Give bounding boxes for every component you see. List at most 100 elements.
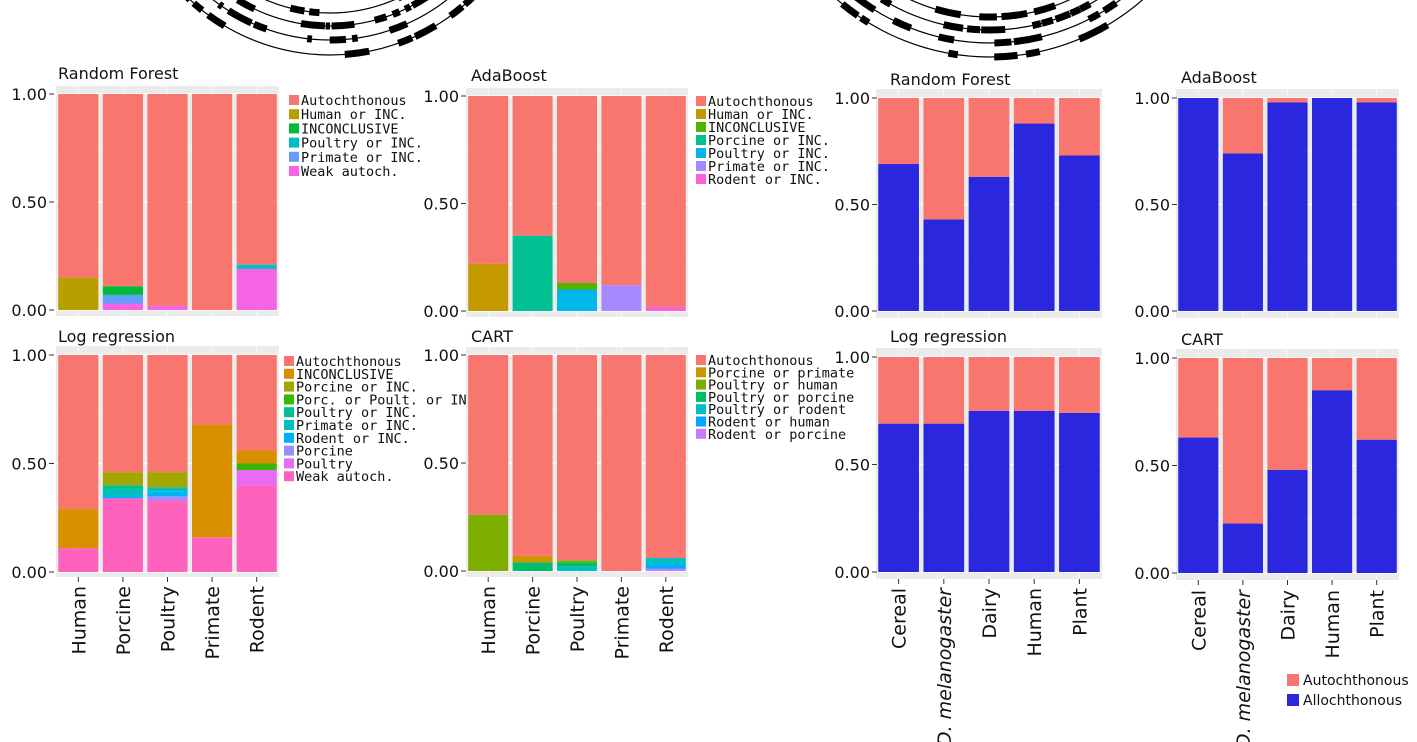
- legend-swatch: [289, 123, 299, 134]
- bar-segment-human-autochthonous: [1013, 98, 1055, 124]
- bar-segment-dmelanogaster-allochthonous: [1222, 153, 1263, 311]
- panel-title: AdaBoost: [471, 66, 547, 85]
- x-tick-label: Cereal: [889, 588, 911, 649]
- ring-segment: [252, 20, 268, 33]
- x-tick-label: Porcine: [113, 586, 135, 655]
- ring-segment: [859, 14, 871, 26]
- bar-segment-porcine-rodentorinc: [102, 496, 143, 499]
- bar-segment-plant-autochthonous: [1059, 357, 1100, 413]
- legend-swatch: [696, 161, 706, 171]
- ring-segment: [840, 1, 860, 19]
- y-tick-label: 1.00: [11, 85, 47, 104]
- bar-segment-poultry-porcineorinc: [147, 472, 188, 488]
- ring-outline: [264, 0, 396, 14]
- ring-segment: [351, 34, 359, 43]
- panel-title: Random Forest: [58, 64, 178, 83]
- x-tick-label: D. melanogaster: [934, 587, 956, 742]
- ring-segment: [226, 7, 253, 27]
- bar-segment-dairy-autochthonous: [968, 98, 1010, 177]
- ring-segment: [1054, 10, 1072, 23]
- ring-segment: [191, 0, 205, 13]
- legend-swatch: [696, 391, 706, 402]
- bar-segment-primate-autochthonous: [601, 355, 642, 571]
- ring-segment: [413, 22, 438, 40]
- y-tick-label: 1.00: [423, 346, 459, 365]
- ring-segment: [403, 3, 413, 13]
- legend-swatch: [696, 109, 706, 119]
- ring-segment: [1040, 16, 1054, 27]
- ring-segment: [373, 13, 388, 24]
- x-tick-label: Poultry: [567, 586, 589, 652]
- legend-label: Autochthonous: [708, 94, 814, 110]
- y-tick-label: 1.00: [11, 346, 47, 365]
- y-tick-label: 0.50: [11, 193, 47, 212]
- bar-segment-human-weakautoch: [58, 548, 99, 572]
- legend-label: Human or INC.: [301, 107, 407, 123]
- ring-segment: [994, 51, 1018, 61]
- bar-segment-rodent-poultryorrodent: [645, 558, 686, 565]
- y-tick-label: 0.50: [11, 455, 47, 474]
- legend-label: Autochthonous: [1303, 673, 1409, 689]
- bar-segment-cereal-allochthonous: [878, 164, 919, 311]
- ring-segment: [1001, 9, 1028, 21]
- bar-segment-poultry-poultryorrodent: [557, 566, 597, 571]
- bar-segment-cereal-allochthonous: [878, 423, 919, 572]
- y-tick-label: 1.00: [1134, 349, 1170, 368]
- legend-label: Primate or INC.: [708, 159, 830, 175]
- y-tick-label: 0.00: [11, 301, 47, 320]
- ring-segment: [947, 49, 959, 59]
- ring-segment: [329, 35, 347, 44]
- legend-swatch: [1287, 674, 1299, 686]
- bar-segment-dmelanogaster-autochthonous: [923, 98, 965, 220]
- bar-segment-cereal-allochthonous: [1178, 437, 1219, 573]
- ring-segment: [1087, 10, 1102, 23]
- bar-segment-poultry-weakautoch: [147, 500, 188, 572]
- bar-segment-primate-primateorinc: [601, 285, 642, 311]
- bar-segment-cereal-autochthonous: [878, 357, 919, 424]
- legend-swatch: [696, 135, 706, 145]
- bar-segment-cereal-autochthonous: [1178, 358, 1219, 438]
- bar-segment-human-allochthonous: [1312, 98, 1353, 311]
- x-tick-label: Human: [68, 586, 90, 655]
- bar-segment-poultry-porcine: [147, 496, 188, 501]
- y-tick-label: 0.00: [834, 563, 870, 582]
- legend-label: Allochthonous: [1303, 693, 1402, 709]
- bar-segment-porcine-autochthonous: [102, 355, 143, 473]
- x-tick-label: Dairy: [979, 588, 1001, 639]
- bar-segment-dmelanogaster-allochthonous: [923, 423, 965, 572]
- bar-segment-rodent-rodentorinc: [645, 306, 686, 311]
- legend-label: Autochthonous: [301, 93, 407, 109]
- bar-segment-dairy-autochthonous: [1267, 358, 1308, 470]
- legend-swatch: [289, 166, 299, 176]
- bar-segment-dairy-autochthonous: [1267, 98, 1308, 103]
- bar-segment-poultry-autochthonous: [557, 96, 597, 284]
- y-tick-label: 1.00: [423, 87, 459, 106]
- legend-label: Rodent or INC.: [708, 172, 822, 188]
- x-tick-label: Dairy: [1278, 590, 1300, 641]
- legend-swatch: [289, 137, 299, 148]
- y-tick-label: 0.00: [1134, 564, 1170, 583]
- legend-swatch: [284, 381, 294, 392]
- bar-segment-rodent-weakautoch: [236, 268, 277, 310]
- ring-segment: [206, 12, 227, 29]
- panel-title: Random Forest: [890, 70, 1010, 89]
- legend-label: Weak autoch.: [296, 469, 394, 485]
- legend-swatch: [284, 420, 294, 430]
- bar-segment-rodent-weakautoch: [236, 485, 277, 572]
- legend-swatch: [284, 471, 294, 482]
- legend-label: Autochthonous: [708, 353, 814, 369]
- y-tick-label: 0.50: [423, 195, 459, 214]
- circular-plot-fragments: [185, 0, 1144, 61]
- ring-segment: [217, 1, 225, 10]
- bar-segment-porcine-primateorinc: [102, 489, 143, 497]
- legend-swatch: [696, 404, 706, 415]
- legend-swatch: [696, 428, 706, 439]
- bar-segment-poultry-autochthonous: [557, 355, 597, 561]
- legend-swatch: [284, 458, 294, 469]
- legend-label: Porc. or Poult. or INC.: [296, 392, 483, 408]
- ring-segment: [397, 34, 414, 47]
- bar-segment-porcine-poultryorporcine: [512, 562, 553, 571]
